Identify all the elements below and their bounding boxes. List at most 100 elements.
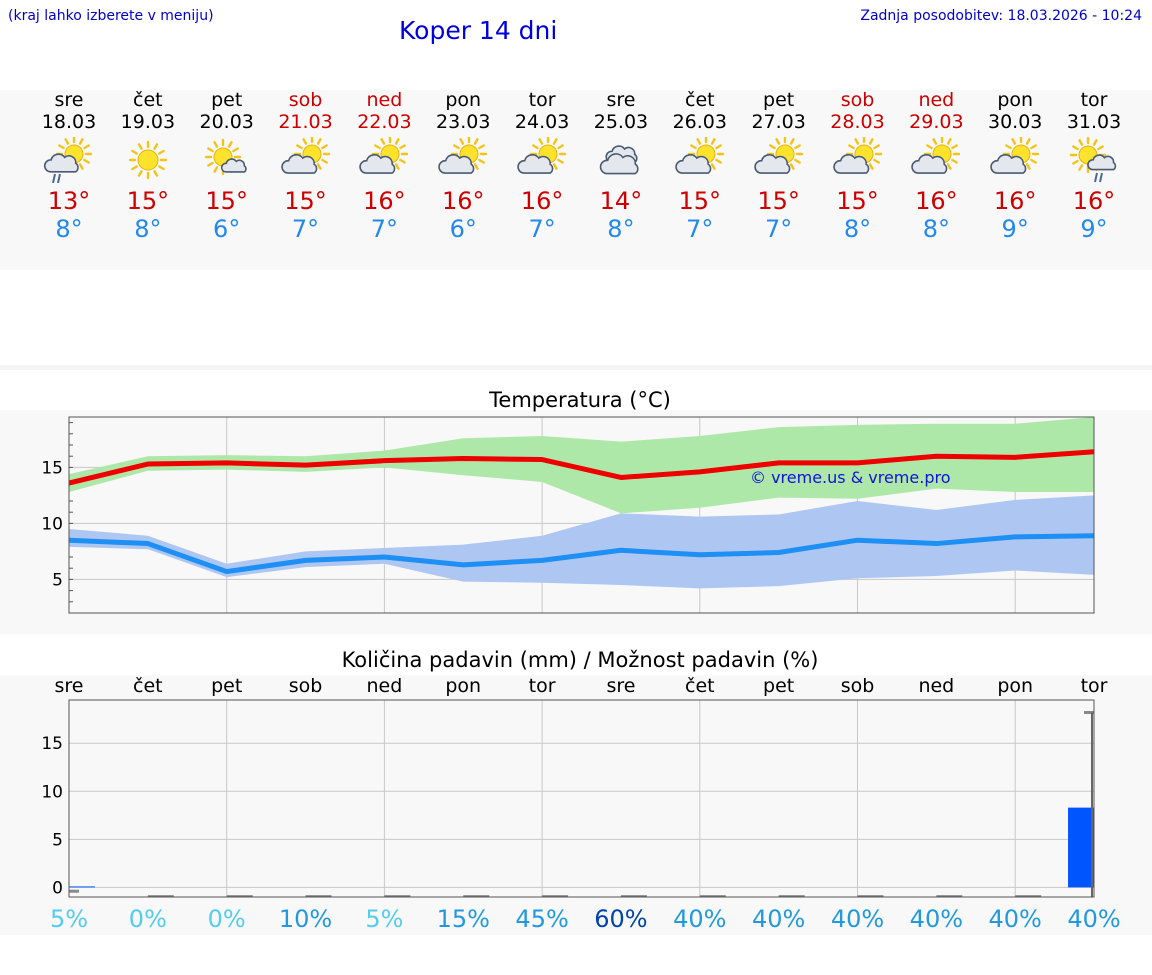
- temp-max-point: [147, 463, 149, 465]
- sun-ray: [714, 144, 722, 150]
- day-date: 23.03: [436, 111, 491, 133]
- temp-max: 15°: [836, 187, 879, 215]
- precip-day-label: sre: [55, 675, 84, 697]
- precip-chance-label: 0%: [129, 905, 167, 933]
- cloud-shape: [220, 158, 247, 173]
- precip-day-label: sob: [289, 675, 323, 697]
- sun-ray: [872, 144, 880, 150]
- forecast-day: sob 28.03 15° 8°: [818, 89, 898, 243]
- temp-max: 15°: [678, 187, 722, 215]
- precip-chance-label: 40%: [752, 905, 805, 933]
- day-name: pet: [211, 89, 243, 111]
- forecast-day: sre 25.03 14° 8°: [581, 89, 661, 243]
- precip-chance-label: 45%: [515, 905, 568, 933]
- temp-min-point: [778, 552, 780, 554]
- precip-chance-label: 40%: [910, 905, 963, 933]
- precip-chance-label: 40%: [989, 905, 1042, 933]
- cloud-icon: [599, 145, 639, 175]
- sun-ray: [1072, 159, 1079, 165]
- temp-max: 16°: [915, 187, 958, 215]
- day-date: 21.03: [278, 111, 333, 133]
- day-date: 29.03: [909, 111, 964, 133]
- temp-min: 7°: [528, 215, 556, 243]
- forecast-day: pon 23.03 16° 6°: [423, 89, 503, 243]
- day-name: sre: [54, 89, 84, 111]
- precip-chance-label: 5%: [365, 905, 403, 933]
- sun-ray: [83, 144, 90, 150]
- day-name: ned: [366, 89, 403, 111]
- sun-ray: [710, 163, 716, 170]
- sun-ray: [538, 138, 544, 145]
- sun-ray: [316, 163, 322, 170]
- day-date: 27.03: [751, 111, 806, 133]
- day-name: čet: [685, 89, 715, 111]
- sun-ray: [157, 165, 165, 171]
- day-name: sre: [606, 89, 636, 111]
- sun-shape: [128, 140, 168, 180]
- menu-hint: (kraj lahko izberete v meniju): [8, 8, 214, 24]
- cloud-shape: [990, 154, 1027, 174]
- sun-ray: [64, 138, 70, 145]
- forecast-band: [0, 90, 1152, 270]
- precip-bar: [1068, 807, 1095, 888]
- temp-min-point: [305, 559, 307, 561]
- day-date: 25.03: [593, 111, 649, 133]
- cloud-outline: [753, 154, 790, 174]
- sun-ray: [474, 163, 479, 170]
- temp-max-point: [857, 462, 858, 464]
- day-date: 30.03: [987, 111, 1043, 133]
- precip-day-label: tor: [1081, 675, 1108, 697]
- sun-ray: [868, 163, 874, 170]
- cloud-outline: [675, 154, 712, 174]
- precip-chance-label: 60%: [594, 905, 647, 933]
- day-name: tor: [1080, 89, 1108, 111]
- sun-ray: [478, 144, 486, 150]
- forecast-day: ned 22.03 16° 7°: [344, 89, 424, 243]
- precip-chance-label: 15%: [437, 905, 490, 933]
- sun-ray: [395, 163, 401, 170]
- temp-max-point: [778, 462, 780, 464]
- temp-max: 15°: [126, 187, 170, 215]
- temp-max-point: [620, 476, 622, 478]
- temp-min: 7°: [370, 215, 399, 243]
- sun-cloud-icon: [990, 137, 1040, 174]
- sun-ray: [137, 143, 143, 150]
- temp-max-point: [935, 455, 937, 457]
- sun-ray: [227, 141, 233, 148]
- sun-ray: [774, 138, 780, 145]
- precip-bar: [69, 886, 95, 888]
- sun-ray: [316, 138, 322, 145]
- forecast-day: tor 24.03 16° 7°: [502, 89, 582, 243]
- sun-cloud-icon: [280, 137, 330, 174]
- temp-max: 15°: [205, 187, 248, 215]
- precip-day-label: tor: [529, 675, 556, 697]
- sun-ray: [295, 144, 303, 150]
- sun-cloud-icon: [517, 137, 567, 174]
- cloud-outline: [990, 154, 1027, 174]
- temp-max: 16°: [441, 187, 485, 215]
- sun-ray: [789, 163, 795, 170]
- y-tick-label: 15: [41, 458, 63, 478]
- sun-ray: [1025, 163, 1031, 170]
- rain-drop: [1094, 172, 1099, 183]
- cloud-shape: [675, 154, 712, 174]
- forecast-day: pet 20.03 15° 6°: [187, 89, 267, 243]
- day-name: čet: [133, 89, 163, 111]
- sun-ray: [951, 144, 959, 150]
- y-tick-label: 5: [52, 570, 63, 590]
- precip-day-label: čet: [685, 675, 715, 697]
- precip-chance-label: 40%: [831, 905, 884, 933]
- sun-ray: [932, 138, 938, 145]
- sun-ray: [206, 161, 214, 167]
- y-tick-label: 10: [41, 514, 63, 534]
- temp-min: 6°: [449, 215, 477, 243]
- cloud-outline: [438, 154, 475, 174]
- sun-ray: [1078, 139, 1084, 146]
- cloud-outline: [832, 154, 869, 174]
- cloud-outline: [359, 154, 396, 174]
- cloud-shape: [280, 154, 317, 174]
- sun-ray: [320, 158, 328, 164]
- temp-max-point: [1014, 456, 1016, 458]
- forecast-day: sre 18.03 13° 8°: [29, 89, 109, 243]
- temp-min-point: [147, 543, 149, 545]
